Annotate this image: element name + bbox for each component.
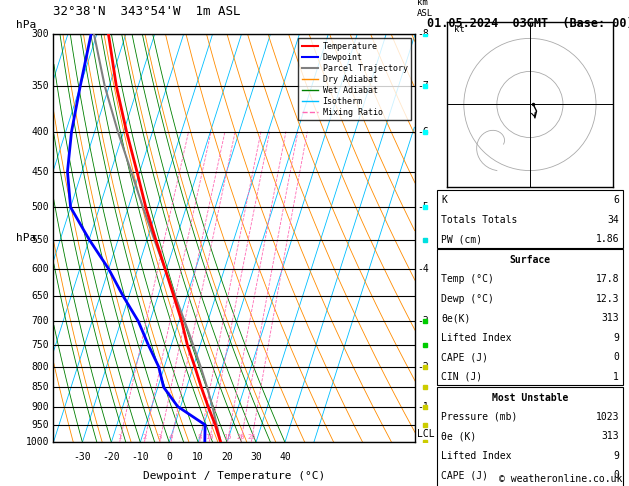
- Text: 0: 0: [613, 470, 619, 480]
- Text: 850: 850: [31, 382, 49, 392]
- Text: 313: 313: [601, 432, 619, 441]
- Text: 1.86: 1.86: [596, 234, 619, 244]
- Text: CAPE (J): CAPE (J): [441, 470, 488, 480]
- Text: 700: 700: [31, 316, 49, 326]
- Legend: Temperature, Dewpoint, Parcel Trajectory, Dry Adiabat, Wet Adiabat, Isotherm, Mi: Temperature, Dewpoint, Parcel Trajectory…: [299, 38, 411, 121]
- Text: hPa: hPa: [16, 20, 36, 30]
- Text: Pressure (mb): Pressure (mb): [441, 412, 517, 422]
- Text: Dewpoint / Temperature (°C): Dewpoint / Temperature (°C): [143, 471, 325, 481]
- Text: θe(K): θe(K): [441, 313, 470, 323]
- Text: Lifted Index: Lifted Index: [441, 333, 511, 343]
- Text: 500: 500: [31, 202, 49, 212]
- Text: 900: 900: [31, 401, 49, 412]
- Text: 10: 10: [205, 434, 213, 440]
- Text: -2: -2: [417, 362, 429, 372]
- Text: km
ASL: km ASL: [417, 0, 433, 17]
- Text: 1: 1: [613, 372, 619, 382]
- Text: © weatheronline.co.uk: © weatheronline.co.uk: [499, 473, 623, 484]
- Text: Totals Totals: Totals Totals: [441, 215, 517, 225]
- Text: LCL: LCL: [417, 429, 435, 439]
- Text: 950: 950: [31, 420, 49, 430]
- Text: 4: 4: [169, 434, 173, 440]
- Text: -5: -5: [417, 202, 429, 212]
- Text: -10: -10: [131, 452, 149, 463]
- Text: 12.3: 12.3: [596, 294, 619, 304]
- Text: 350: 350: [31, 81, 49, 91]
- Text: hPa: hPa: [16, 233, 36, 243]
- Text: 32°38'N  343°54'W  1m ASL: 32°38'N 343°54'W 1m ASL: [53, 5, 241, 17]
- Text: CIN (J): CIN (J): [441, 372, 482, 382]
- Text: 17.8: 17.8: [596, 275, 619, 284]
- Text: 1000: 1000: [26, 437, 49, 447]
- Text: 800: 800: [31, 362, 49, 372]
- Text: 9: 9: [613, 333, 619, 343]
- Text: 600: 600: [31, 264, 49, 274]
- Text: 9: 9: [613, 451, 619, 461]
- Text: -3: -3: [417, 316, 429, 326]
- Text: Dewp (°C): Dewp (°C): [441, 294, 494, 304]
- Text: 15: 15: [223, 434, 231, 440]
- Text: 750: 750: [31, 340, 49, 350]
- Text: CAPE (J): CAPE (J): [441, 352, 488, 362]
- Text: -7: -7: [417, 81, 429, 91]
- Text: 25: 25: [247, 434, 255, 440]
- Text: K: K: [441, 195, 447, 205]
- Text: -30: -30: [74, 452, 91, 463]
- Text: 650: 650: [31, 291, 49, 301]
- Text: 6: 6: [613, 195, 619, 205]
- Text: 313: 313: [601, 313, 619, 323]
- Text: 0: 0: [613, 352, 619, 362]
- Text: Lifted Index: Lifted Index: [441, 451, 511, 461]
- Text: 8: 8: [198, 434, 202, 440]
- Text: -1: -1: [417, 401, 429, 412]
- Text: 2: 2: [142, 434, 147, 440]
- Text: PW (cm): PW (cm): [441, 234, 482, 244]
- Text: 1023: 1023: [596, 412, 619, 422]
- Text: 10: 10: [192, 452, 204, 463]
- Text: Temp (°C): Temp (°C): [441, 275, 494, 284]
- Text: 20: 20: [221, 452, 233, 463]
- Text: 550: 550: [31, 235, 49, 244]
- Text: Surface: Surface: [509, 255, 550, 265]
- Text: 1: 1: [118, 434, 122, 440]
- Text: 20: 20: [237, 434, 245, 440]
- Text: 300: 300: [31, 29, 49, 39]
- Text: 01.05.2024  03GMT  (Base: 00): 01.05.2024 03GMT (Base: 00): [426, 17, 629, 30]
- Text: -4: -4: [417, 264, 429, 274]
- Text: 400: 400: [31, 126, 49, 137]
- Text: 450: 450: [31, 167, 49, 176]
- Text: 30: 30: [250, 452, 262, 463]
- Text: θe (K): θe (K): [441, 432, 476, 441]
- Text: 0: 0: [166, 452, 172, 463]
- Text: -6: -6: [417, 126, 429, 137]
- Text: -20: -20: [103, 452, 120, 463]
- Text: 34: 34: [607, 215, 619, 225]
- Text: -8: -8: [417, 29, 429, 39]
- Text: kt: kt: [454, 25, 465, 34]
- Text: Most Unstable: Most Unstable: [492, 393, 568, 402]
- Text: 40: 40: [279, 452, 291, 463]
- Text: 3: 3: [158, 434, 162, 440]
